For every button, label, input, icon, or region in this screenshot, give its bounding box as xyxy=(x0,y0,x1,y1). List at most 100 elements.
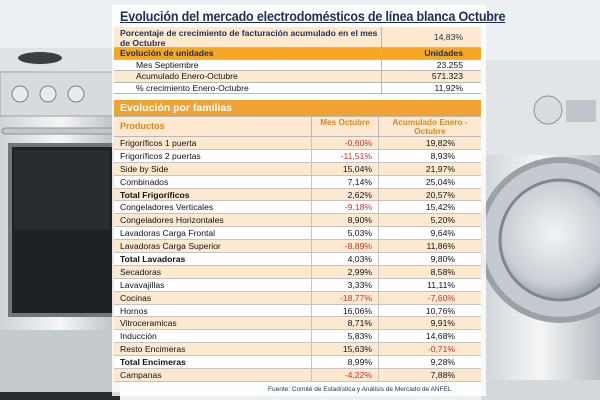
accumulated-cell: 15,42% xyxy=(378,201,481,214)
accumulated-cell: -7,60% xyxy=(378,291,481,304)
units-row-value: 11,92% xyxy=(381,82,481,93)
product-cell: Side by Side xyxy=(120,163,169,174)
product-cell: Frigoríficos 1 puerta xyxy=(120,138,197,148)
table-row: Resto Encimeras 15,63% -0,71% xyxy=(114,343,481,357)
accumulated-cell: 7,88% xyxy=(378,369,481,381)
table-row: Congeladores Verticales -9,18% 15,42% xyxy=(114,201,481,215)
families-rows: Frigoríficos 1 puerta -0,60% 19,82% Frigorí… xyxy=(114,137,481,382)
accumulated-cell: -0,71% xyxy=(378,343,481,356)
month-cell: -4,22% xyxy=(311,369,378,381)
accumulated-cell: 20,57% xyxy=(378,188,481,201)
month-cell: -18,77% xyxy=(311,291,378,304)
table-row: Secadoras 2,99% 8,58% xyxy=(114,265,481,279)
month-cell: 7,14% xyxy=(311,175,378,188)
table-row: Total Lavadoras 4,03% 9,80% xyxy=(114,253,481,266)
accumulated-cell: 9,80% xyxy=(378,253,481,265)
table-row: Total Encimeras 8,99% 9,28% xyxy=(114,356,481,370)
units-row-value: 23.255 xyxy=(381,59,481,70)
table-row: Total Frigoríficos 2,62% 20,57% xyxy=(114,188,481,202)
product-cell: Resto Encimeras xyxy=(120,344,186,355)
column-header-products: Productos xyxy=(120,121,165,131)
units-row: % crecimiento Enero-Octubre 11,92% xyxy=(114,82,481,94)
month-cell: 2,99% xyxy=(311,265,378,278)
month-cell: 5,83% xyxy=(311,330,378,343)
product-cell: Total Encimeras xyxy=(120,357,186,368)
product-cell: Inducción xyxy=(120,331,157,342)
accumulated-cell: 9,28% xyxy=(378,356,481,369)
table-row: Hornos 16,06% 10,76% xyxy=(114,304,481,318)
month-cell: -0,60% xyxy=(311,137,378,149)
accumulated-cell: 25,04% xyxy=(378,175,481,188)
month-cell: 4,03% xyxy=(311,253,378,265)
units-row-label: Mes Septiembre xyxy=(136,59,199,70)
product-cell: Campanas xyxy=(120,370,162,381)
product-cell: Secadoras xyxy=(120,266,162,277)
month-cell: 15,63% xyxy=(311,343,378,356)
column-header-month: Mes Octubre xyxy=(311,117,378,136)
units-row: Mes Septiembre 23.255 xyxy=(114,59,481,71)
accumulated-cell: 5,20% xyxy=(378,214,481,227)
month-cell: 8,90% xyxy=(311,214,378,227)
table-row: Vitroceramicas 8,71% 9,91% xyxy=(114,317,481,331)
table-row: Lavavajillas 3,33% 11,11% xyxy=(114,278,481,292)
month-cell: 16,06% xyxy=(311,304,378,317)
table-row: Frigoríficos 2 puertas -11,51% 8,93% xyxy=(114,149,481,163)
accumulated-cell: 11,11% xyxy=(378,278,481,291)
product-cell: Congeladores Verticales xyxy=(120,202,214,213)
stove-illustration xyxy=(0,48,121,400)
product-cell: Hornos xyxy=(120,305,148,316)
table-row: Lavadoras Carga Frontal 5,03% 9,64% xyxy=(114,227,481,241)
accumulated-cell: 8,58% xyxy=(378,265,481,278)
table-row: Lavadoras Carga Superior -8,89% 11,86% xyxy=(114,240,481,254)
month-cell: 8,71% xyxy=(311,317,378,330)
product-cell: Congeladores Horizontales xyxy=(120,215,224,226)
page-title: Evolución del mercado electrodomésticos … xyxy=(120,9,506,24)
families-title: Evolución por familias xyxy=(114,100,481,117)
month-cell: -11,51% xyxy=(311,149,378,162)
growth-label: Porcentaje de crecimiento de facturación… xyxy=(120,28,378,47)
units-row-label: % crecimiento Enero-Octubre xyxy=(136,82,249,93)
units-row-value: 571.323 xyxy=(381,71,481,82)
product-cell: Lavadoras Carga Superior xyxy=(120,241,221,252)
families-header-row: Productos Mes Octubre Acumulado Enero - … xyxy=(114,117,481,137)
product-cell: Vitroceramicas xyxy=(120,318,177,329)
growth-row: Porcentaje de crecimiento de facturación… xyxy=(114,27,481,48)
product-cell: Combinados xyxy=(120,176,169,187)
accumulated-cell: 9,64% xyxy=(378,227,481,240)
growth-value: 14,83% xyxy=(381,27,481,47)
accumulated-cell: 9,91% xyxy=(378,317,481,330)
month-cell: 2,62% xyxy=(311,188,378,201)
units-title: Evolución de unidades xyxy=(120,48,214,58)
table-row: Congeladores Horizontales 8,90% 5,20% xyxy=(114,214,481,228)
accumulated-cell: 14,68% xyxy=(378,330,481,343)
families-table: Evolución por familias Productos Mes Oct… xyxy=(114,100,481,382)
table-row: Campanas -4,22% 7,88% xyxy=(114,369,481,382)
table-row: Side by Side 15,04% 21,97% xyxy=(114,162,481,176)
column-header-accumulated: Acumulado Enero - Octubre xyxy=(378,117,481,136)
units-column-header: Unidades xyxy=(381,48,481,59)
accumulated-cell: 21,97% xyxy=(378,162,481,175)
units-row: Acumulado Enero-Octubre 571.323 xyxy=(114,71,481,83)
source-note: Fuente: Comité de Estadística y Análisis… xyxy=(268,386,452,393)
table-row: Frigoríficos 1 puerta -0,60% 19,82% xyxy=(114,137,481,150)
accumulated-cell: 8,93% xyxy=(378,149,481,162)
product-cell: Frigoríficos 2 puertas xyxy=(120,150,201,161)
product-cell: Lavavajillas xyxy=(120,279,165,290)
month-cell: -9,18% xyxy=(311,201,378,214)
product-cell: Lavadoras Carga Frontal xyxy=(120,228,216,239)
month-cell: -8,89% xyxy=(311,240,378,253)
table-row: Cocinas -18,77% -7,60% xyxy=(114,291,481,305)
table-row: Combinados 7,14% 25,04% xyxy=(114,175,481,189)
washing-machine-illustration xyxy=(477,60,600,400)
product-cell: Total Frigoríficos xyxy=(120,189,190,200)
month-cell: 3,33% xyxy=(311,278,378,291)
table-row: Inducción 5,83% 14,68% xyxy=(114,330,481,344)
month-cell: 15,04% xyxy=(311,162,378,175)
accumulated-cell: 10,76% xyxy=(378,304,481,317)
month-cell: 8,99% xyxy=(311,356,378,369)
product-cell: Cocinas xyxy=(120,292,152,303)
units-row-label: Acumulado Enero-Octubre xyxy=(136,71,238,81)
month-cell: 5,03% xyxy=(311,227,378,240)
product-cell: Total Lavadoras xyxy=(120,254,186,265)
accumulated-cell: 11,86% xyxy=(378,240,481,253)
